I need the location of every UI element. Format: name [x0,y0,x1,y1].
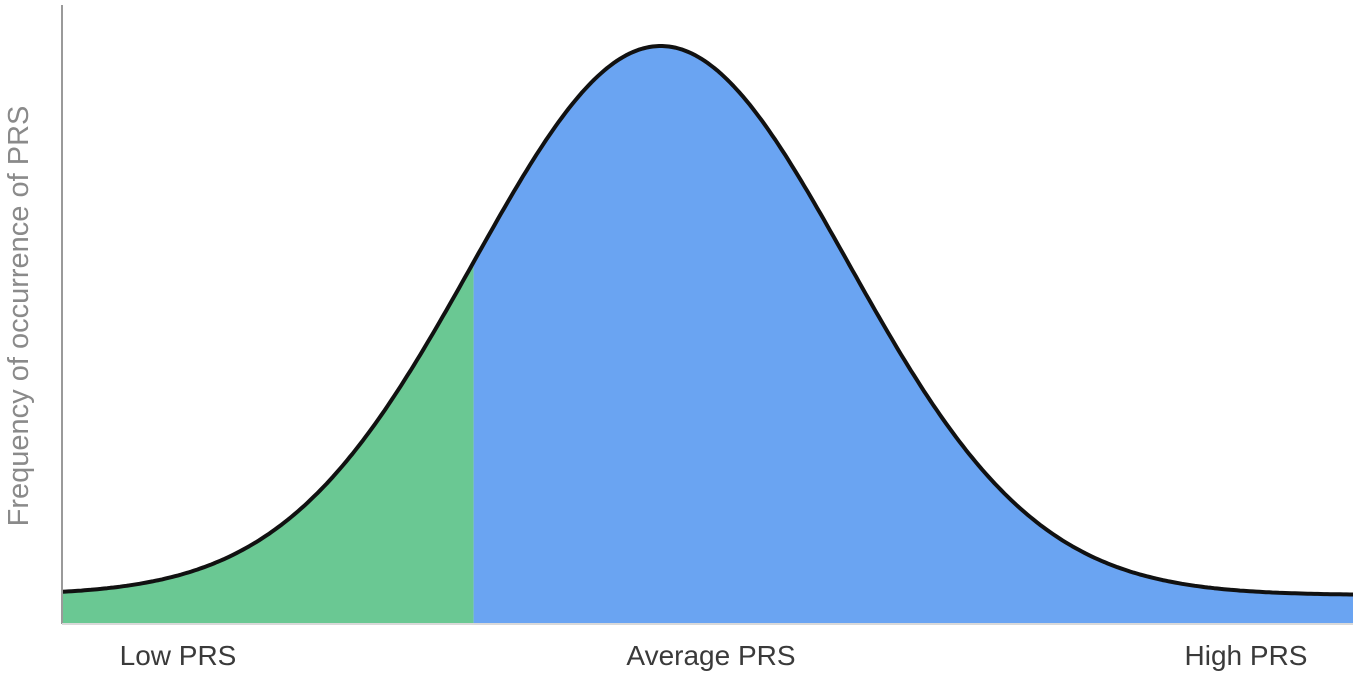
y-axis-label: Frequency of occurrence of PRS [3,106,35,527]
tick-label-low: Low PRS [120,640,237,671]
tick-label-average: Average PRS [626,640,795,671]
low-prs-region [62,262,474,624]
distribution-curve [61,44,1353,597]
tick-label-high: High PRS [1185,640,1308,671]
average-high-prs-region [473,46,1354,624]
